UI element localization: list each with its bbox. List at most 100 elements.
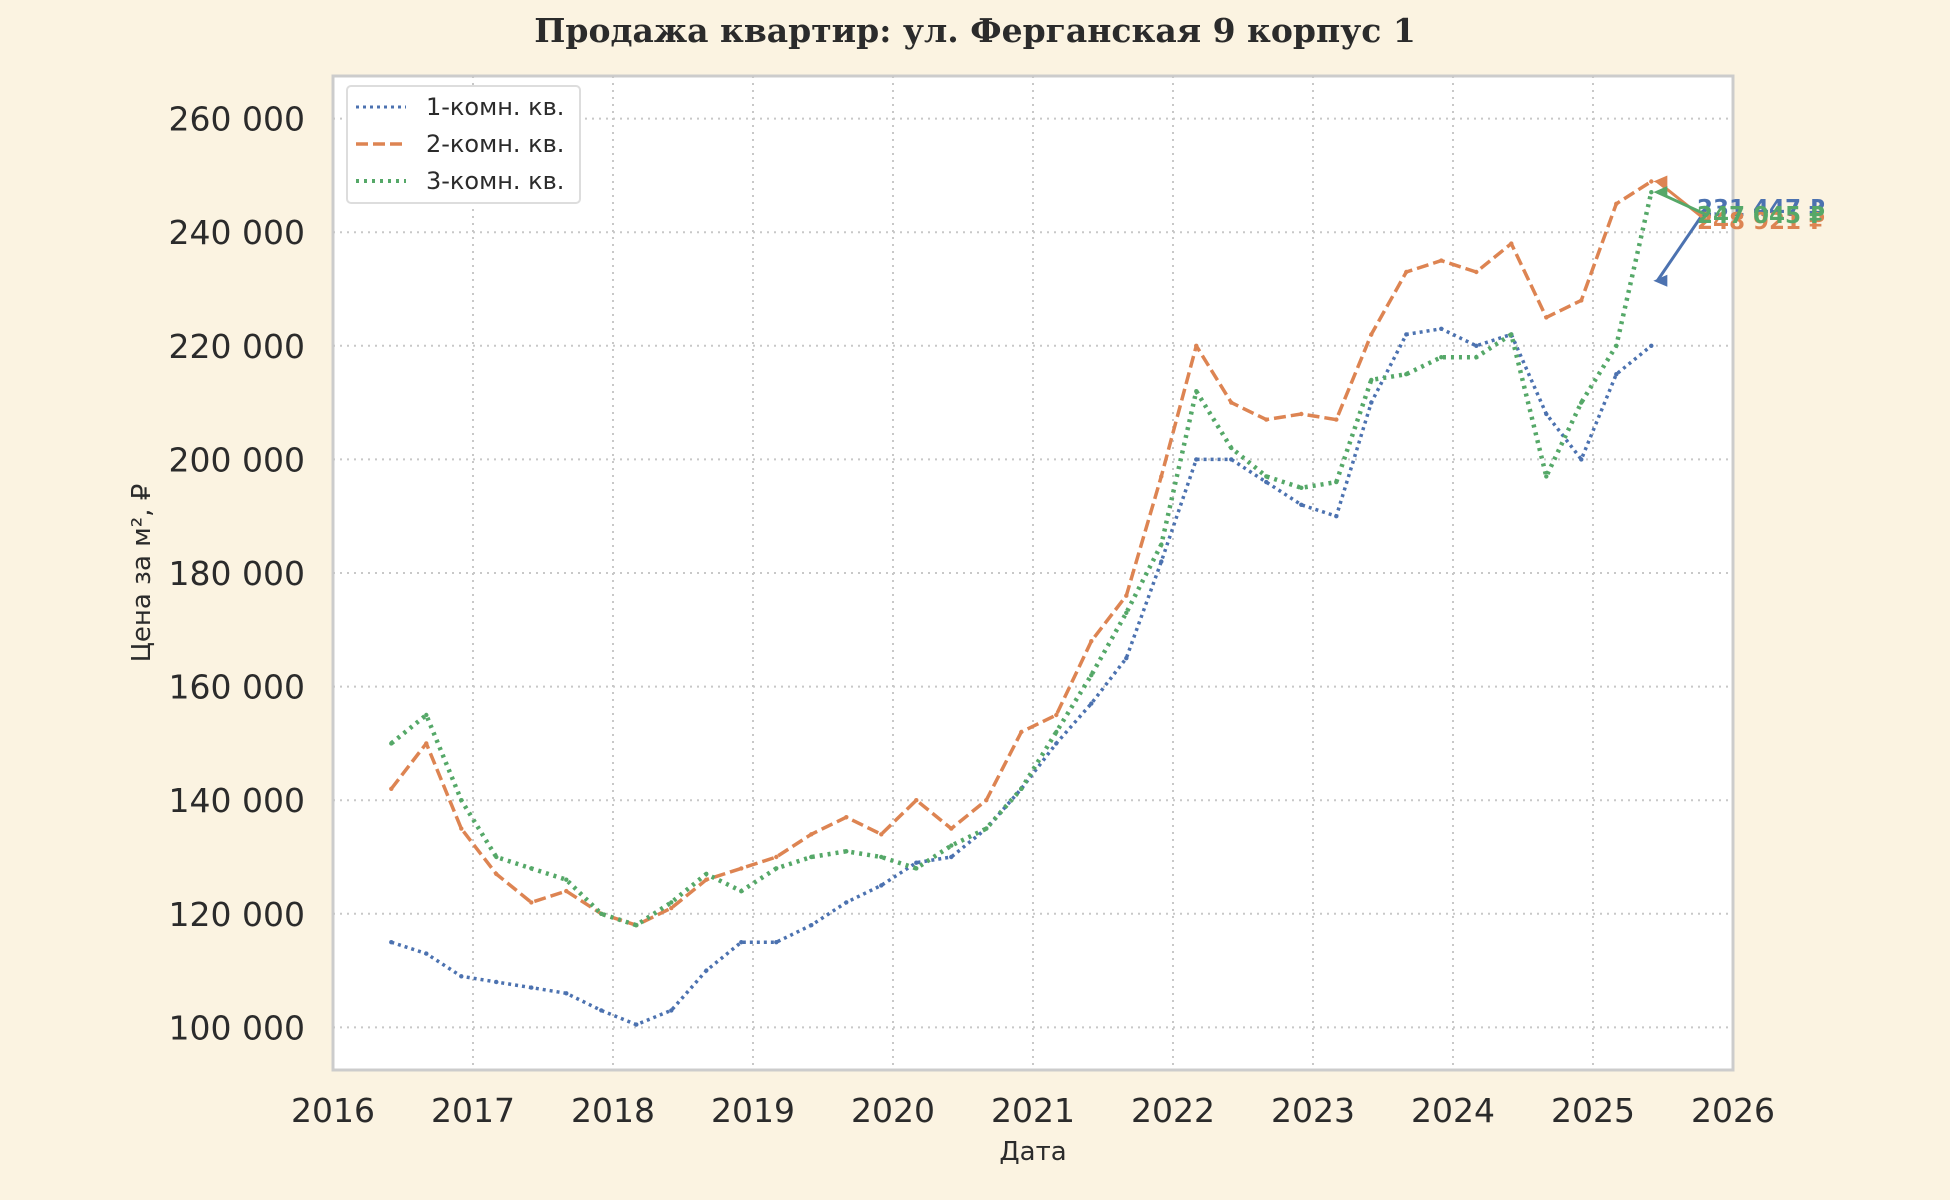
annotation-arrowhead [1653,175,1668,188]
data-point [1299,502,1304,507]
legend: 1-комн. кв. 2-комн. кв. 3-комн. кв. [346,85,581,204]
annotation-arrowhead [1653,274,1668,287]
data-point [529,866,534,871]
y-axis-label: Цена за м², ₽ [127,484,157,663]
data-point [1264,474,1269,479]
data-point [599,1008,604,1013]
x-tick-label: 2016 [291,1091,375,1130]
x-tick-label: 2024 [1411,1091,1495,1130]
data-point [1579,298,1584,303]
annotations: 231 447 ₽248 921 ₽247 045 ₽ [1653,175,1825,287]
data-point [1649,190,1654,195]
x-tick-label: 2018 [571,1091,655,1130]
data-point [669,905,674,911]
data-point [1614,372,1619,377]
data-point [1124,656,1129,661]
data-point [1439,355,1444,360]
data-point [914,798,919,803]
ticks: 2016 2017 2018 2019 2020 2021 2022 2023 2024 2025… [169,100,1775,1130]
data-point [424,712,429,718]
data-point [1474,343,1479,348]
data-point [1089,673,1094,678]
data-point [1299,411,1304,417]
data-point [984,826,989,831]
data-point [1124,610,1129,615]
data-point [739,940,744,945]
y-tick-label: 120 000 [169,895,305,934]
data-point [1544,315,1549,320]
data-point [774,940,779,945]
chart-title: Продажа квартир: ул. Ферганская 9 корпус… [534,11,1416,50]
data-point [459,826,464,831]
data-point [1194,457,1199,462]
data-point [1194,389,1199,394]
data-point [424,741,429,746]
data-point [1404,269,1409,275]
annotation-label: 248 921 ₽ [1697,209,1825,235]
data-point [1439,258,1444,263]
x-tick-label: 2026 [1691,1091,1775,1130]
data-point [1124,593,1129,598]
annotation-arrow [1656,207,1709,282]
data-point [879,854,884,860]
data-point [529,985,534,990]
data-point [1474,269,1479,275]
data-point [1439,326,1444,331]
x-tick-label: 2025 [1551,1091,1635,1130]
data-point [1614,201,1619,206]
data-point [1159,559,1164,564]
data-point [1019,786,1024,791]
data-point [564,877,569,882]
data-point [1544,474,1549,479]
annotation-label: 247 045 ₽ [1697,203,1825,229]
y-tick-label: 100 000 [169,1008,305,1047]
data-point [389,940,394,945]
y-tick-label: 240 000 [169,213,305,252]
data-point [1614,343,1619,348]
legend-label-2: 2-комн. кв. [426,130,564,158]
data-point [564,888,569,894]
x-tick-label: 2021 [991,1091,1075,1130]
data-point [809,854,814,860]
data-point [494,871,499,877]
data-point [844,815,849,820]
data-point [529,900,534,905]
x-tick-label: 2020 [851,1091,935,1130]
data-point [1159,474,1164,479]
data-point [1509,332,1514,337]
data-point [914,860,919,865]
y-tick-label: 220 000 [169,327,305,366]
y-tick-label: 180 000 [169,554,305,593]
data-point [1579,400,1584,405]
data-point [459,974,464,979]
data-point [1019,729,1024,735]
data-point [1474,355,1479,360]
data-point [1334,479,1339,485]
data-point [914,866,919,871]
data-point [1579,457,1584,462]
x-tick-label: 2023 [1271,1091,1355,1130]
annotation-arrowhead [1653,186,1668,199]
data-point [739,866,744,871]
y-tick-label: 260 000 [169,100,305,139]
data-point [1229,400,1234,405]
data-point [1264,479,1269,485]
legend-box [346,85,581,204]
y-tick-label: 140 000 [169,781,305,820]
data-point [879,832,884,837]
y-tick-label: 200 000 [169,440,305,479]
data-point [1544,411,1549,417]
data-point [774,854,779,860]
data-point [1229,457,1234,462]
data-point [1159,542,1164,547]
y-tick-label: 160 000 [169,668,305,707]
data-point [459,798,464,803]
data-point [1649,179,1654,184]
data-point [704,871,709,877]
data-point [844,900,849,905]
data-point [949,843,954,848]
x-tick-label: 2017 [431,1091,515,1130]
data-point [984,798,989,803]
data-point [949,854,954,860]
